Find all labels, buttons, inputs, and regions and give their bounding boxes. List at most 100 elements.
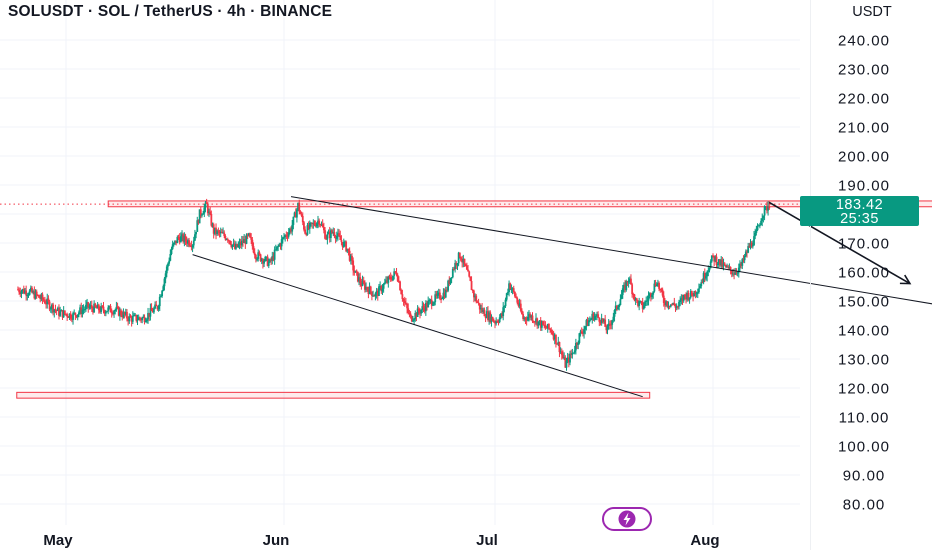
candle-body: [247, 233, 250, 236]
candle-body: [215, 227, 217, 235]
candle-body: [681, 298, 684, 301]
candle-body: [562, 354, 564, 358]
candle-body: [300, 214, 303, 216]
candle-body: [272, 256, 275, 260]
candle-body: [47, 298, 50, 302]
candle-body: [521, 310, 523, 315]
candle-body: [482, 309, 485, 312]
candle-body: [624, 284, 626, 290]
candle-body: [423, 307, 426, 312]
candle-body: [274, 249, 277, 251]
candle-body: [342, 241, 345, 247]
price-tick-label: 230.00: [838, 62, 890, 79]
lightning-icon: [618, 510, 636, 528]
candle-body: [210, 214, 213, 226]
candle-body: [177, 237, 180, 239]
candle-body: [99, 310, 101, 312]
candle-body: [487, 311, 489, 320]
candle-body: [410, 315, 413, 322]
candle-body: [597, 314, 600, 318]
candle-body: [556, 343, 559, 345]
candle-body: [655, 285, 658, 287]
candle-body: [499, 313, 502, 318]
candle-body: [587, 320, 590, 326]
candle-body: [448, 280, 451, 284]
candle-body: [104, 312, 107, 314]
candle-body: [87, 302, 90, 308]
candle-body: [764, 206, 767, 208]
candle-body: [553, 334, 556, 340]
candle-body: [128, 316, 131, 322]
candle-body: [502, 307, 505, 317]
candle-body: [659, 288, 662, 290]
candle-body: [329, 230, 332, 238]
candle-body: [647, 296, 650, 301]
candle-body: [55, 310, 58, 312]
candle-body: [116, 306, 119, 308]
candle-body: [463, 258, 466, 265]
candle-body: [381, 288, 384, 292]
candle-body: [564, 357, 567, 368]
candle-body: [197, 220, 200, 224]
candle-body: [389, 276, 392, 280]
candle-body: [80, 307, 83, 314]
candle-body: [461, 260, 464, 263]
candle-body: [414, 313, 417, 320]
candle-body: [635, 298, 638, 301]
candle-body: [583, 329, 585, 334]
candle-body: [32, 291, 35, 293]
candle-body: [202, 213, 205, 215]
candle-body: [648, 293, 651, 297]
candle-body: [619, 299, 622, 306]
candle-body: [581, 332, 584, 334]
candle-body: [599, 321, 602, 323]
candle-body: [693, 291, 696, 297]
candle-body: [767, 206, 769, 211]
candle-body: [504, 299, 507, 307]
flash-button[interactable]: [602, 507, 652, 531]
candle-body: [700, 282, 703, 287]
candle-body: [291, 224, 294, 232]
candle-body: [242, 240, 244, 243]
candle-body: [531, 315, 534, 322]
candle-body: [712, 255, 714, 257]
candle-body: [311, 222, 314, 224]
candle-body: [70, 318, 73, 320]
candle-body: [356, 271, 359, 282]
candle-body: [67, 316, 70, 318]
candle-body: [454, 262, 457, 270]
candle-body: [546, 323, 549, 329]
candle-body: [133, 315, 135, 317]
candle-body: [613, 309, 616, 317]
candle-body: [341, 241, 344, 247]
candle-body: [548, 323, 550, 329]
price-tick-label: 170.00: [838, 236, 890, 253]
candle-body: [144, 321, 147, 323]
candle-body: [458, 252, 461, 258]
candle-body: [489, 312, 492, 323]
candle-body: [56, 307, 59, 311]
candle-body: [154, 304, 156, 309]
candle-body: [544, 325, 547, 328]
candle-body: [649, 293, 652, 298]
candle-body: [756, 225, 759, 231]
candle-body: [213, 227, 216, 234]
candle-body: [506, 292, 509, 294]
candle-body: [675, 306, 678, 308]
currency-label[interactable]: USDT: [852, 4, 892, 20]
candle-body: [498, 317, 501, 322]
candle-body: [393, 271, 396, 276]
candle-body: [162, 286, 165, 291]
candle-body: [605, 326, 608, 331]
candle-body: [601, 318, 604, 322]
candle-body: [184, 235, 187, 241]
candle-body: [36, 294, 39, 296]
drawing-layer: [192, 196, 932, 398]
candle-body: [437, 292, 440, 294]
candle-body: [331, 230, 333, 233]
candle-body: [190, 245, 193, 248]
candle-body: [258, 252, 261, 255]
candle-body: [305, 233, 308, 235]
candle-body: [724, 264, 727, 268]
